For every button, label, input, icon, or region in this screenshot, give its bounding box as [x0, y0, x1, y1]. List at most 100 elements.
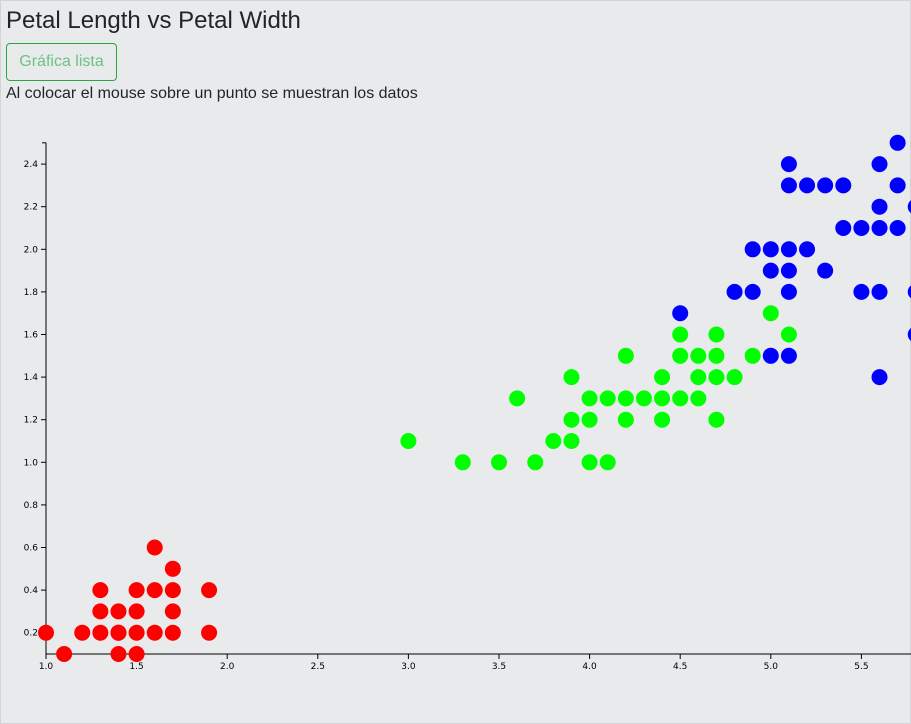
data-point[interactable]: [817, 177, 834, 194]
data-point[interactable]: [672, 390, 689, 407]
data-point[interactable]: [871, 198, 888, 215]
data-point[interactable]: [563, 433, 580, 449]
data-point[interactable]: [635, 390, 652, 407]
data-point[interactable]: [690, 369, 707, 386]
data-point[interactable]: [110, 603, 127, 620]
data-point[interactable]: [201, 582, 218, 599]
data-point[interactable]: [581, 454, 598, 471]
data-point[interactable]: [762, 347, 779, 364]
data-point[interactable]: [617, 411, 634, 428]
data-point[interactable]: [853, 220, 870, 236]
data-point[interactable]: [762, 262, 779, 279]
data-point[interactable]: [654, 390, 671, 407]
y-tick-label: 1.0: [24, 458, 39, 468]
data-point[interactable]: [527, 454, 544, 471]
data-point[interactable]: [563, 411, 580, 428]
data-point[interactable]: [110, 646, 127, 662]
data-point[interactable]: [599, 454, 616, 471]
data-point[interactable]: [853, 283, 870, 300]
data-point[interactable]: [690, 347, 707, 364]
data-point[interactable]: [889, 134, 906, 151]
data-point[interactable]: [780, 262, 797, 279]
data-point[interactable]: [201, 624, 218, 641]
data-point[interactable]: [871, 220, 888, 236]
data-point[interactable]: [128, 624, 145, 641]
data-point[interactable]: [128, 582, 145, 599]
y-tick-label: 2.4: [24, 160, 39, 170]
data-point[interactable]: [617, 390, 634, 407]
data-point[interactable]: [835, 177, 852, 194]
data-point[interactable]: [164, 582, 181, 599]
data-point[interactable]: [672, 347, 689, 364]
y-tick-label: 0.4: [24, 586, 39, 596]
data-point[interactable]: [780, 156, 797, 173]
data-point[interactable]: [744, 347, 761, 364]
data-point[interactable]: [762, 241, 779, 258]
x-tick-label: 1.0: [39, 662, 54, 670]
data-point[interactable]: [871, 156, 888, 173]
data-point[interactable]: [799, 241, 816, 258]
data-point[interactable]: [835, 220, 852, 236]
data-point[interactable]: [708, 411, 725, 428]
data-point[interactable]: [907, 199, 911, 215]
data-point[interactable]: [491, 454, 507, 471]
x-tick-label: 5.5: [854, 662, 868, 670]
data-point[interactable]: [817, 262, 834, 279]
data-point[interactable]: [599, 390, 616, 407]
data-point[interactable]: [146, 582, 163, 599]
data-point[interactable]: [581, 390, 598, 407]
chart-ready-button[interactable]: Gráfica lista: [6, 43, 117, 81]
data-point[interactable]: [744, 241, 761, 258]
data-point[interactable]: [672, 326, 689, 343]
data-point[interactable]: [545, 433, 562, 449]
data-point[interactable]: [164, 560, 181, 577]
x-tick-label: 3.5: [492, 662, 506, 670]
data-point[interactable]: [907, 327, 911, 343]
data-point[interactable]: [654, 369, 671, 386]
data-point[interactable]: [726, 283, 743, 300]
data-point[interactable]: [56, 646, 73, 662]
data-point[interactable]: [128, 603, 145, 620]
data-point[interactable]: [128, 646, 145, 662]
data-point[interactable]: [563, 369, 580, 386]
data-point[interactable]: [780, 326, 797, 343]
data-point[interactable]: [654, 411, 671, 428]
data-point[interactable]: [509, 390, 526, 407]
data-point[interactable]: [780, 241, 797, 258]
data-point[interactable]: [164, 624, 181, 641]
data-point[interactable]: [708, 369, 725, 386]
data-point[interactable]: [780, 177, 797, 194]
hover-hint-text: Al colocar el mouse sobre un punto se mu…: [6, 85, 418, 102]
data-point[interactable]: [889, 177, 906, 194]
data-point[interactable]: [110, 624, 127, 641]
x-tick-label: 5.0: [764, 662, 779, 670]
data-point[interactable]: [889, 220, 906, 236]
data-point[interactable]: [780, 283, 797, 300]
data-point[interactable]: [780, 347, 797, 364]
data-point[interactable]: [744, 283, 761, 300]
data-point[interactable]: [672, 305, 689, 322]
y-tick-label: 0.2: [24, 629, 38, 639]
data-point[interactable]: [92, 624, 109, 641]
data-point[interactable]: [164, 603, 181, 620]
data-point[interactable]: [74, 624, 91, 641]
data-point[interactable]: [146, 624, 163, 641]
data-point[interactable]: [690, 390, 707, 407]
data-point[interactable]: [38, 624, 54, 641]
data-point[interactable]: [400, 433, 417, 449]
data-point[interactable]: [708, 347, 725, 364]
data-point[interactable]: [871, 283, 888, 300]
data-point[interactable]: [799, 177, 816, 194]
x-tick-label: 4.5: [673, 662, 687, 670]
data-point[interactable]: [762, 305, 779, 322]
data-point[interactable]: [454, 454, 471, 471]
data-point[interactable]: [146, 539, 163, 556]
data-point[interactable]: [871, 369, 888, 386]
data-point[interactable]: [92, 603, 109, 620]
data-point[interactable]: [92, 582, 109, 599]
data-point[interactable]: [617, 347, 634, 364]
data-point[interactable]: [581, 411, 598, 428]
data-point[interactable]: [726, 369, 743, 386]
data-point[interactable]: [708, 326, 725, 343]
data-point[interactable]: [907, 284, 911, 300]
